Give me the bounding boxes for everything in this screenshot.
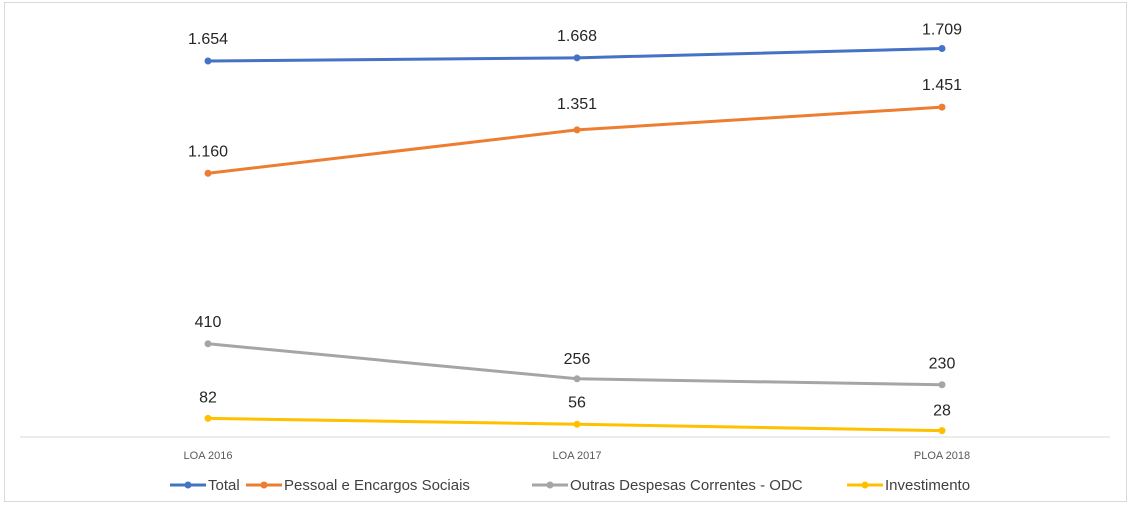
data-point (573, 375, 581, 383)
data-label: 1.160 (188, 143, 228, 160)
chart-area (4, 2, 1127, 502)
x-axis: LOA 2016 LOA 2017 PLOA 2018 (20, 436, 1110, 462)
data-point (573, 126, 581, 134)
legend-item: Investimento (847, 477, 970, 494)
legend-label: Pessoal e Encargos Sociais (284, 477, 470, 494)
legend-marker (861, 481, 869, 489)
x-tick-label: LOA 2016 (184, 450, 233, 462)
legend-marker (260, 481, 268, 489)
data-label: 230 (929, 356, 956, 373)
legend-item: Outras Despesas Correntes - ODC (532, 477, 803, 494)
data-label: 410 (195, 314, 222, 331)
legend-item: Pessoal e Encargos Sociais (246, 477, 470, 494)
data-label: 1.668 (557, 28, 597, 45)
data-point (938, 381, 946, 389)
x-tick-label: PLOA 2018 (914, 450, 970, 462)
data-point (573, 54, 581, 62)
legend: Total Pessoal e Encargos Sociais Outras De… (170, 477, 970, 494)
legend-label: Outras Despesas Correntes - ODC (570, 477, 803, 494)
data-label: 256 (564, 351, 591, 368)
legend-label: Total (208, 477, 240, 494)
data-point (204, 414, 212, 422)
data-point (938, 103, 946, 111)
data-label: 1.654 (188, 31, 228, 48)
legend-item: Total (170, 477, 240, 494)
data-point (938, 427, 946, 435)
data-label: 56 (568, 394, 586, 411)
data-point (204, 340, 212, 348)
data-point (938, 44, 946, 52)
legend-marker (546, 481, 554, 489)
data-point (204, 169, 212, 177)
plot-area: 1.654 1.668 1.709 1.160 1.351 1.451 410 256 230 8… (188, 21, 962, 435)
data-label: 1.451 (922, 77, 962, 94)
data-label: 1.351 (557, 96, 597, 113)
data-point (204, 57, 212, 65)
x-tick-label: LOA 2017 (553, 450, 602, 462)
legend-marker (184, 481, 192, 489)
data-label: 82 (199, 389, 217, 406)
data-label: 1.709 (922, 21, 962, 38)
data-point (573, 420, 581, 428)
data-label: 28 (933, 403, 951, 420)
legend-label: Investimento (885, 477, 970, 494)
series-line (206, 105, 944, 175)
